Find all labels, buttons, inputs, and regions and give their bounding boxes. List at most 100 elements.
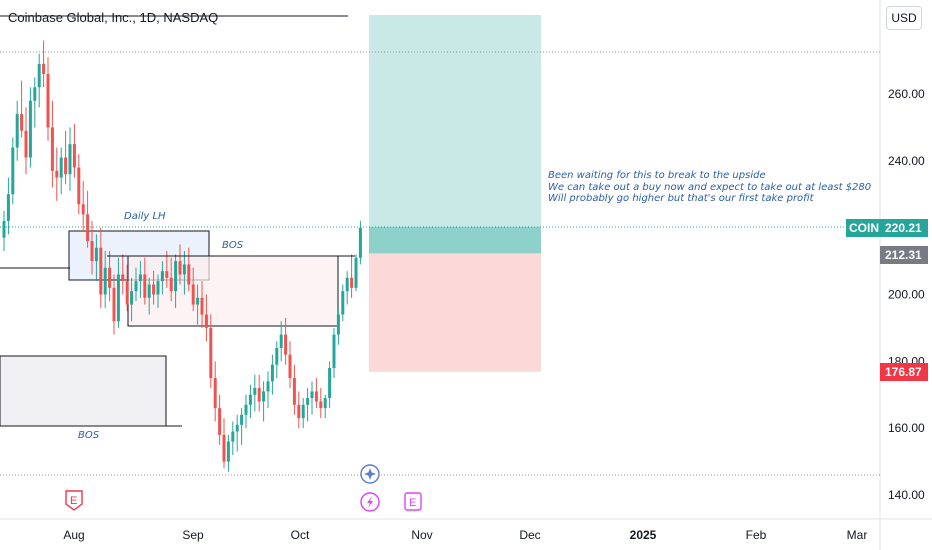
candle-body (90, 241, 94, 262)
candle-body (297, 404, 301, 419)
price-tick-label: 240.00 (888, 154, 925, 168)
candle-body (37, 63, 41, 88)
candle-body (15, 114, 19, 148)
candle-body (72, 144, 76, 168)
candle-body (350, 277, 354, 288)
candle-body (42, 63, 46, 74)
candle-body (235, 424, 239, 432)
daily-lh-label: Daily LH (124, 211, 166, 222)
entry-price-tag-text: 212.31 (885, 248, 922, 262)
candle-body (50, 127, 54, 171)
candle-body (125, 281, 129, 305)
lines-layer (0, 51, 880, 476)
svg-text:E: E (409, 497, 416, 509)
note-line-1: Been waiting for this to break to the up… (548, 170, 766, 181)
symbol-price-tag: COIN 220.21 (846, 219, 928, 237)
candle-body (55, 170, 59, 178)
stop-price-tag-text: 176.87 (885, 365, 922, 379)
candle-body (134, 281, 138, 292)
earnings-icon[interactable]: E (65, 490, 83, 511)
lower-zone-box[interactable] (0, 355, 167, 427)
candle-body (345, 277, 349, 292)
candle-body (191, 284, 195, 305)
candle-body (354, 257, 358, 288)
candle-body (284, 334, 288, 355)
candle-body (332, 334, 336, 369)
candle-body (2, 220, 6, 238)
note-line-2: We can take out a buy now and expect to … (548, 182, 871, 193)
candle-body (336, 314, 340, 335)
candle-body (174, 261, 178, 292)
note-line-3: Will probably go higher but that's our f… (548, 193, 815, 204)
candle-body (165, 271, 169, 278)
candle-body (160, 271, 164, 282)
candle-body (81, 204, 85, 215)
news-star-icon[interactable] (360, 464, 380, 484)
bos-upper-label: BOS (222, 240, 244, 251)
candle-body (86, 214, 90, 242)
candle-body (24, 130, 28, 158)
price-tick-label: 140.00 (888, 488, 925, 502)
profit-zone[interactable] (369, 15, 541, 254)
time-tick-label: Dec (519, 528, 540, 542)
candle-body (169, 277, 173, 292)
time-tick-label: Oct (291, 528, 310, 542)
zones-layer (0, 15, 541, 427)
candle-body (46, 73, 50, 128)
candle-body (68, 144, 72, 175)
candle-body (130, 291, 134, 305)
candle-body (231, 431, 235, 442)
price-tick-label: 260.00 (888, 87, 925, 101)
candle-body (178, 261, 182, 275)
candle-body (266, 381, 270, 392)
candle-body (6, 194, 10, 221)
candle-body (248, 394, 252, 405)
candle-body (152, 284, 156, 295)
candle-body (196, 297, 200, 305)
candle-body (301, 404, 305, 419)
candle-body (59, 157, 63, 178)
candle-body (187, 264, 191, 285)
time-tick-label: Mar (847, 528, 868, 542)
candle-body (204, 314, 208, 328)
candle-body (270, 364, 274, 382)
candle-body (323, 398, 327, 409)
candle-body (328, 368, 332, 399)
price-axis[interactable]: 140.00160.00180.00200.00220.00240.00260.… (888, 87, 925, 502)
time-tick-label: Sep (182, 528, 204, 542)
candle-body (156, 281, 160, 295)
candle-body (33, 87, 37, 101)
price-tick-label: 200.00 (888, 288, 925, 302)
time-tick-label: Feb (746, 528, 767, 542)
candle-body (213, 378, 217, 409)
candle-body (275, 347, 279, 365)
candle-body (253, 388, 257, 395)
loss-zone[interactable] (369, 253, 541, 372)
candle-body (288, 354, 292, 379)
time-tick-label: Aug (63, 528, 84, 542)
earnings-icon-upcoming[interactable]: E (404, 492, 422, 511)
candle-body (240, 414, 244, 425)
candle-body (306, 398, 310, 405)
candle-body (358, 227, 362, 258)
dividend-lightning-icon[interactable] (360, 492, 380, 512)
candle-body (182, 264, 186, 275)
time-axis[interactable]: Aug Sep Oct Nov Dec 2025 Feb Mar (63, 528, 867, 542)
candle-body (341, 291, 345, 315)
candle-body (143, 274, 147, 298)
candle-body (94, 247, 98, 262)
candle-body (319, 401, 323, 409)
candle-body (292, 378, 296, 405)
currency-selector[interactable]: USD (886, 6, 922, 30)
candle-body (200, 297, 204, 315)
candle-body (64, 157, 68, 175)
candle-body (218, 408, 222, 435)
chart-title: Coinbase Global, Inc., 1D, NASDAQ (8, 10, 218, 25)
stop-price-tag: 176.87 (880, 363, 928, 381)
candle-body (314, 391, 318, 402)
candle-body (28, 100, 32, 158)
price-tick-label: 160.00 (888, 421, 925, 435)
candle-body (112, 287, 116, 322)
candle-body (310, 391, 314, 399)
